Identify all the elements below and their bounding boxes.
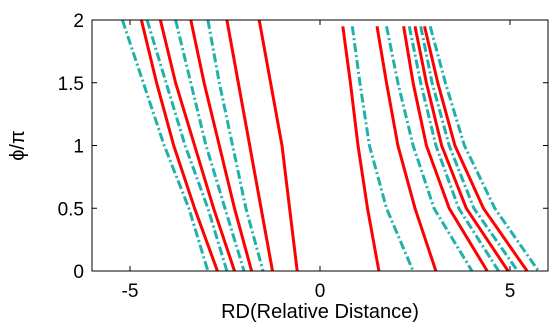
series-line-5 bbox=[257, 19, 299, 272]
x-tick-label: -5 bbox=[122, 281, 139, 302]
y-tick-label: 1.5 bbox=[58, 74, 84, 95]
series-line-16 bbox=[385, 26, 474, 272]
series-line-2 bbox=[158, 19, 236, 272]
plot-area bbox=[91, 19, 549, 272]
y-axis-label: ϕ/π bbox=[7, 130, 29, 161]
series-line-3 bbox=[189, 19, 254, 272]
series-line-10 bbox=[341, 26, 381, 272]
series-group bbox=[120, 19, 540, 272]
y-tick-label: 1 bbox=[73, 137, 84, 158]
series-line-7 bbox=[145, 19, 229, 272]
x-tick-label: 0 bbox=[315, 281, 326, 302]
series-line-13 bbox=[413, 26, 510, 272]
series-line-15 bbox=[350, 26, 415, 272]
series-line-18 bbox=[419, 26, 519, 272]
series-line-17 bbox=[407, 26, 500, 272]
series-line-11 bbox=[375, 26, 438, 272]
x-axis-label: RD(Relative Distance) bbox=[221, 301, 419, 323]
x-tick-label: 5 bbox=[505, 281, 516, 302]
series-line-14 bbox=[423, 25, 529, 272]
series-line-9 bbox=[206, 19, 265, 272]
y-tick-label: 2 bbox=[73, 11, 84, 32]
series-line-19 bbox=[428, 25, 540, 272]
plot-background bbox=[92, 20, 548, 271]
y-tick-label: 0.5 bbox=[58, 199, 84, 220]
x-axis-ticks: -5 0 5 bbox=[122, 20, 516, 302]
series-line-6 bbox=[120, 19, 210, 272]
series-line-12 bbox=[402, 26, 489, 272]
series-line-1 bbox=[139, 19, 219, 272]
y-axis-ticks: 0 0.5 1 1.5 2 bbox=[58, 11, 548, 283]
series-line-4 bbox=[225, 19, 274, 272]
series-line-8 bbox=[174, 19, 246, 272]
y-tick-label: 0 bbox=[73, 262, 84, 283]
